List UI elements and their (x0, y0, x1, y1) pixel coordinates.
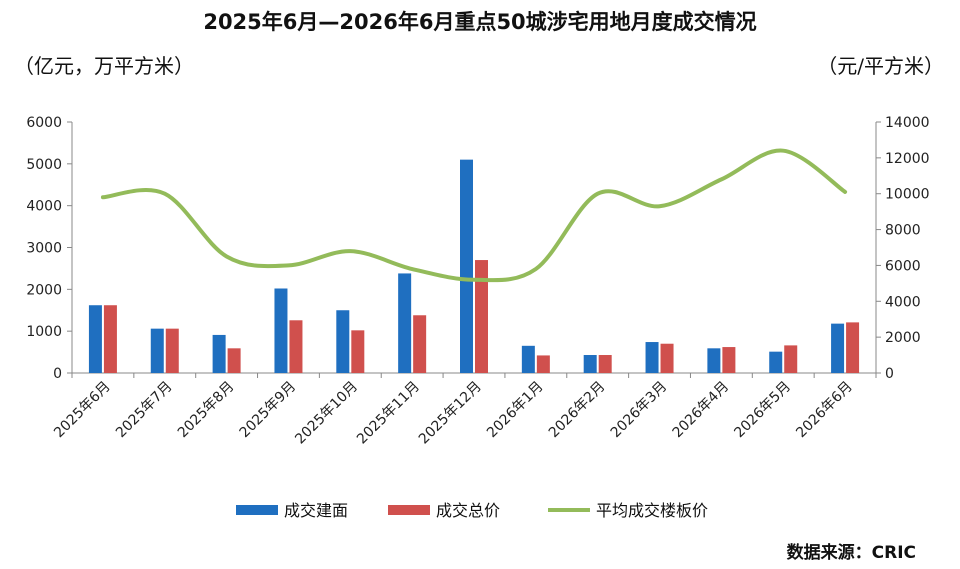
left-y-tick-label: 3000 (26, 241, 62, 257)
legend-area-label: 成交建面 (284, 501, 348, 520)
bar-area (212, 334, 226, 373)
right-y-tick-label: 10000 (885, 187, 930, 203)
left-y-tick-label: 2000 (26, 282, 62, 298)
bar-total-price (598, 355, 612, 373)
right-y-tick-label: 8000 (885, 223, 921, 239)
bar-total-price (413, 315, 427, 373)
x-tick-label: 2026年2月 (546, 379, 609, 442)
x-tick-label: 2025年10月 (292, 379, 361, 448)
bar-total-price (165, 328, 179, 373)
legend-total-price-label: 成交总价 (436, 501, 500, 520)
x-tick-label: 2025年12月 (416, 379, 485, 448)
bar-total-price (660, 343, 674, 373)
left-y-tick-label: 5000 (26, 157, 62, 173)
bar-area (336, 310, 350, 373)
bar-area (769, 351, 783, 373)
bar-total-price (722, 347, 736, 373)
bar-area (521, 345, 535, 373)
bar-area (583, 355, 597, 373)
right-y-tick-label: 4000 (885, 294, 921, 310)
bar-total-price (475, 260, 488, 373)
line-avg-floor-price (100, 148, 848, 283)
left-y-tick-label: 6000 (26, 115, 62, 131)
legend-area-swatch (236, 505, 278, 515)
left-axis-unit: （亿元，万平方米） (14, 54, 194, 78)
bar-total-price (351, 330, 365, 373)
x-tick-label: 2026年6月 (793, 379, 856, 442)
bar-area (707, 348, 721, 373)
bar-total-price (227, 348, 241, 373)
bar-total-price (289, 320, 303, 373)
chart-title: 2025年6月—2026年6月重点50城涉宅用地月度成交情况 (203, 10, 757, 34)
left-y-tick-label: 4000 (26, 199, 62, 215)
bar-area (398, 273, 412, 373)
right-y-tick-label: 6000 (885, 258, 921, 274)
data-source: 数据来源：CRIC (786, 543, 916, 563)
bar-area (274, 288, 288, 373)
bar-area (460, 159, 473, 373)
right-axis-unit: （元/平方米） (817, 54, 944, 78)
x-tick-label: 2025年7月 (113, 379, 176, 442)
bar-area (831, 323, 845, 373)
bar-total-price (846, 322, 860, 373)
right-y-tick-label: 2000 (885, 330, 921, 346)
bar-area (645, 342, 659, 373)
bar-total-price (784, 345, 798, 373)
x-tick-label: 2025年9月 (237, 379, 300, 442)
bar-area (88, 305, 102, 373)
x-tick-label: 2025年8月 (175, 379, 238, 442)
x-tick-label: 2026年4月 (670, 379, 733, 442)
x-tick-label: 2026年5月 (731, 379, 794, 442)
bar-total-price (103, 305, 117, 373)
bar-total-price (536, 355, 550, 373)
x-tick-label: 2025年6月 (51, 379, 114, 442)
bar-area (150, 328, 164, 373)
right-y-tick-label: 0 (885, 366, 894, 382)
left-y-tick-label: 0 (53, 366, 62, 382)
x-tick-label: 2026年1月 (484, 379, 547, 442)
legend-total-price-swatch (388, 505, 430, 515)
x-tick-label: 2026年3月 (608, 379, 671, 442)
x-tick-label: 2025年11月 (354, 379, 423, 448)
right-y-tick-label: 12000 (885, 151, 930, 167)
legend-avg-floor-price-label: 平均成交楼板价 (596, 501, 708, 520)
right-y-tick-label: 14000 (885, 115, 930, 131)
left-y-tick-label: 1000 (26, 324, 62, 340)
